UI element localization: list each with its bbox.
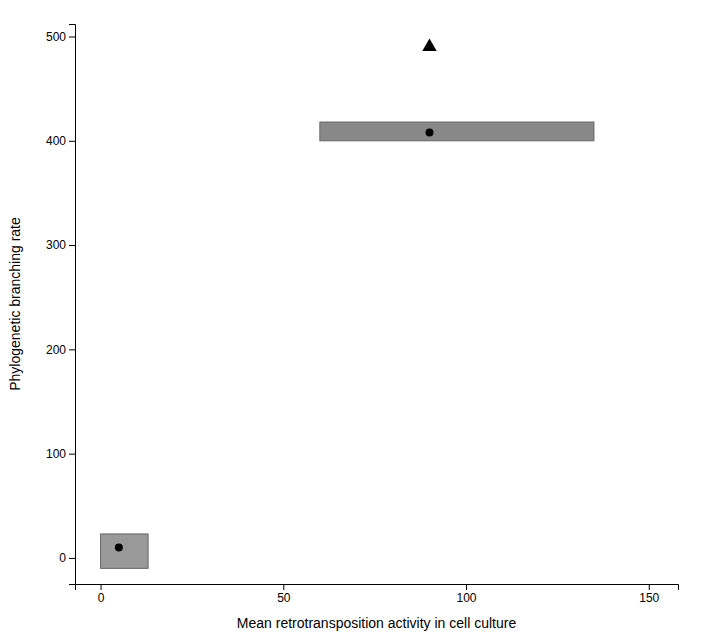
tick-label: 150 (639, 591, 659, 605)
series (422, 39, 436, 51)
tick-mark (649, 584, 650, 590)
tick: 100 (457, 584, 477, 605)
axis-line (69, 25, 76, 585)
tick-mark (69, 37, 75, 38)
tick-mark (69, 349, 75, 350)
chart: 0 50 100 150 0 100 200 300 400 500 Mean retrotrans… (0, 0, 708, 644)
tick: 200 (46, 343, 75, 357)
tick-mark (69, 245, 75, 246)
tick-mark (101, 584, 102, 590)
series (101, 122, 594, 568)
point (426, 128, 434, 136)
tick-label: 100 (46, 447, 66, 461)
box (320, 122, 594, 141)
marks (101, 39, 594, 569)
tick-label: 0 (98, 591, 105, 605)
tick-mark (69, 141, 75, 142)
tick-label: 300 (46, 238, 66, 252)
box (101, 534, 149, 568)
y-axis-title: Phylogenetic branching rate (7, 217, 23, 391)
x-axis: 0 50 100 150 (76, 584, 679, 605)
plot-area: 0 50 100 150 0 100 200 300 400 500 (46, 25, 679, 605)
x-axis-title: Mean retrotransposition activity in cell… (237, 615, 517, 631)
tick: 500 (46, 30, 75, 44)
tick: 50 (277, 584, 291, 605)
tick: 100 (46, 447, 75, 461)
tick-label: 100 (457, 591, 477, 605)
tick-mark (283, 584, 284, 590)
tick-mark (69, 558, 75, 559)
tick-label: 400 (46, 134, 66, 148)
tick: 400 (46, 134, 75, 148)
triangle-point (422, 39, 436, 51)
tick-mark (69, 454, 75, 455)
tick-label: 50 (277, 591, 291, 605)
tick-mark (466, 584, 467, 590)
tick-label: 200 (46, 343, 66, 357)
y-axis: 0 100 200 300 400 500 (46, 25, 76, 585)
tick-label: 500 (46, 30, 66, 44)
tick: 0 (59, 551, 75, 565)
tick: 0 (98, 584, 105, 605)
tick: 300 (46, 238, 75, 252)
axis-line (76, 585, 679, 591)
series (115, 128, 434, 551)
point (115, 544, 123, 552)
tick-label: 0 (59, 551, 66, 565)
tick: 150 (639, 584, 659, 605)
